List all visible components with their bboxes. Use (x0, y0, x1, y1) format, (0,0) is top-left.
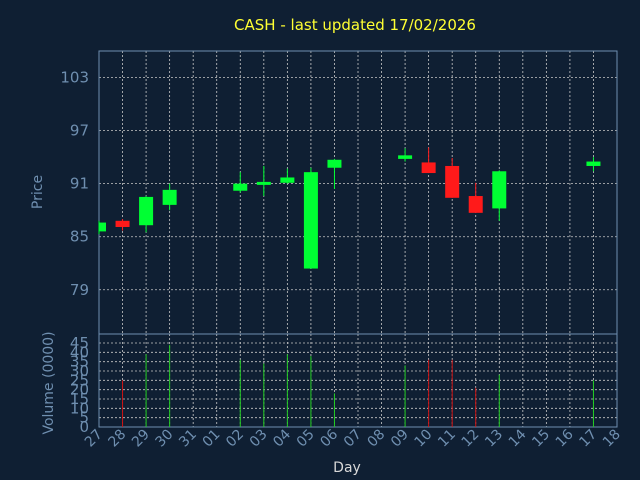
volume-tick-label: 45 (70, 334, 89, 352)
candle-body (139, 196, 154, 226)
candle-body (280, 177, 295, 183)
volume-panel-frame (98, 333, 618, 428)
candle-body (586, 161, 601, 166)
candle-body (115, 220, 130, 227)
volume-tick-label: 35 (70, 353, 89, 371)
candle-body (398, 155, 413, 159)
price-tick-label: 85 (70, 228, 89, 246)
candle-body (445, 165, 460, 198)
candle-body (327, 159, 342, 168)
candle-body (162, 189, 177, 205)
volume-tick-label: 10 (70, 399, 89, 417)
candle-body (256, 181, 271, 185)
volume-tick-label: 15 (70, 390, 89, 408)
volume-tick-label: 25 (70, 371, 89, 389)
candle-body (233, 183, 248, 191)
volume-tick-label: 30 (70, 362, 89, 380)
volume-tick-label: 5 (79, 409, 89, 427)
volume-tick-label: 40 (70, 343, 89, 361)
price-panel: 79 85 91 97 103 (60, 50, 618, 335)
price-tick-label: 97 (70, 122, 89, 140)
chart-title: CASH - last updated 17/02/2026 (234, 16, 476, 34)
volume-tick-label: 0 (79, 418, 89, 436)
x-axis: 27 28 29 30 31 01 02 03 04 05 06 07 08 09 10 11 12 13 14 15… (82, 426, 624, 450)
price-tick-label: 79 (70, 281, 89, 299)
candle-body (99, 222, 106, 232)
price-tick-label: 103 (60, 69, 89, 87)
price-axis-title: Price (30, 175, 46, 209)
candle-body (303, 172, 318, 269)
volume-axis-title: Volume (0000) (41, 331, 57, 434)
x-axis-title: Day (333, 460, 361, 476)
candle-body (468, 196, 483, 213)
price-tick-label: 91 (70, 175, 89, 193)
volume-tick-label: 20 (70, 381, 89, 399)
candle-body (492, 171, 507, 209)
candle-body (421, 162, 436, 174)
